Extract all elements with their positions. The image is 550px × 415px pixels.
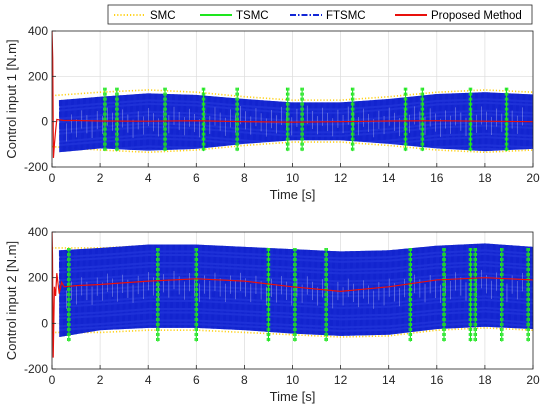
series-tsmc bbox=[103, 87, 509, 152]
y-tick-label: -200 bbox=[24, 362, 48, 376]
smc-envelope-upper bbox=[52, 89, 533, 101]
proposed-method-line bbox=[52, 232, 533, 358]
y-tick-label: 0 bbox=[41, 316, 48, 330]
y-axis-label: Control input 2 [N.m] bbox=[4, 241, 19, 360]
x-tick-label: 6 bbox=[193, 373, 200, 387]
legend-label: TSMC bbox=[236, 10, 269, 22]
y-tick-label: 400 bbox=[28, 24, 48, 38]
x-tick-label: 0 bbox=[49, 373, 56, 387]
x-tick-label: 6 bbox=[193, 171, 200, 185]
x-tick-label: 10 bbox=[286, 171, 300, 185]
legend-label: Proposed Method bbox=[431, 10, 522, 22]
x-tick-label: 20 bbox=[526, 171, 540, 185]
legend-item: TSMC bbox=[200, 10, 269, 22]
series-proposed-method bbox=[52, 232, 533, 358]
x-axis-label: Time [s] bbox=[270, 389, 316, 404]
x-tick-label: 12 bbox=[334, 171, 348, 185]
smc-envelope-lower bbox=[52, 327, 533, 338]
x-tick-label: 12 bbox=[334, 373, 348, 387]
x-tick-label: 0 bbox=[49, 171, 56, 185]
y-axis-label: Control input 1 [N.m] bbox=[4, 39, 19, 158]
legend-box bbox=[107, 4, 533, 25]
y-tick-label: -200 bbox=[24, 160, 48, 174]
legend-label: SMC bbox=[150, 10, 176, 22]
smc-envelope-lower bbox=[52, 141, 533, 154]
y-tick-label: 400 bbox=[28, 225, 48, 239]
x-tick-label: 4 bbox=[145, 373, 152, 387]
x-tick-label: 18 bbox=[478, 171, 492, 185]
y-tick-label: 200 bbox=[28, 271, 48, 285]
x-tick-label: 10 bbox=[286, 373, 300, 387]
x-tick-label: 8 bbox=[241, 171, 248, 185]
legend-label: FTSMC bbox=[326, 10, 366, 22]
y-tick-label: 200 bbox=[28, 69, 48, 83]
ftsmc-gaps bbox=[66, 269, 523, 309]
series-tsmc bbox=[67, 247, 530, 342]
plot-series bbox=[52, 232, 533, 358]
x-tick-label: 20 bbox=[526, 373, 540, 387]
x-tick-label: 4 bbox=[145, 171, 152, 185]
legend-item: FTSMC bbox=[290, 10, 366, 22]
x-tick-label: 16 bbox=[430, 171, 444, 185]
plot-series bbox=[52, 31, 533, 158]
x-tick-label: 2 bbox=[97, 373, 104, 387]
legend-item: SMC bbox=[114, 10, 176, 22]
x-tick-label: 8 bbox=[241, 373, 248, 387]
x-tick-label: 18 bbox=[478, 373, 492, 387]
x-tick-label: 2 bbox=[97, 171, 104, 185]
x-tick-label: 14 bbox=[382, 373, 396, 387]
x-tick-label: 14 bbox=[382, 171, 396, 185]
x-axis-label: Time [s] bbox=[270, 187, 316, 202]
legend-item: Proposed Method bbox=[395, 10, 522, 22]
proposed-method-line bbox=[52, 31, 533, 158]
y-tick-label: 0 bbox=[41, 115, 48, 129]
series-smc bbox=[52, 89, 533, 154]
x-tick-label: 16 bbox=[430, 373, 444, 387]
series-proposed-method bbox=[52, 31, 533, 158]
legend: SMC TSMC FTSMC Proposed Method bbox=[107, 4, 533, 25]
